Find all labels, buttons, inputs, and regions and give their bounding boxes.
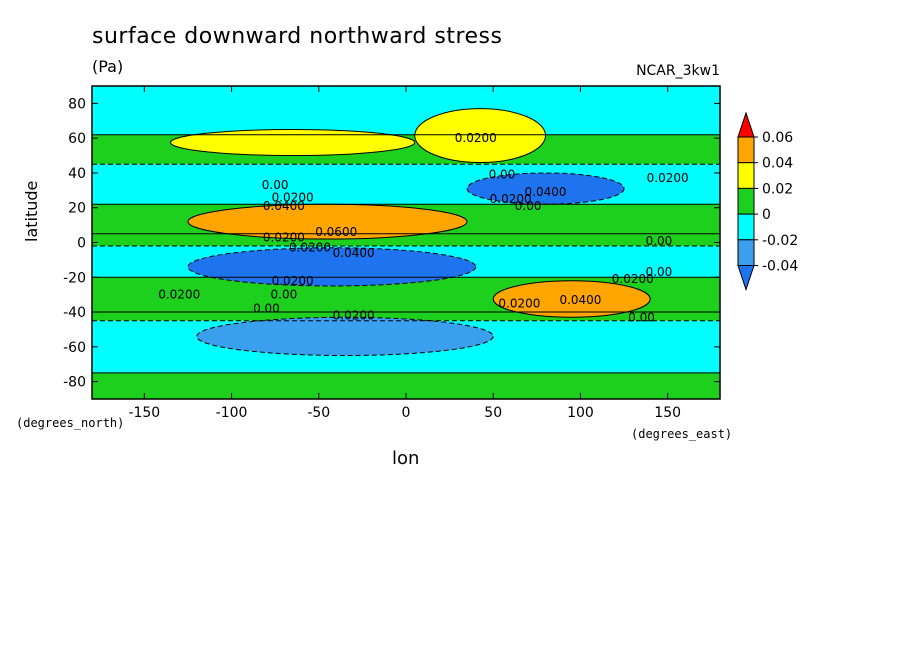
contour-label: 0.0200 xyxy=(455,131,497,145)
y-tick-label: 40 xyxy=(68,166,86,182)
contour-label: 0.0200 xyxy=(289,241,331,255)
plot-frame xyxy=(91,85,721,400)
y-tick-label: -40 xyxy=(63,305,86,321)
contour-label: 0.00 xyxy=(489,168,516,182)
colorbar-segment xyxy=(737,213,755,241)
x-tick-label: -100 xyxy=(216,405,248,421)
colorbar-label: -0.02 xyxy=(762,233,798,249)
contour-label: 0.0200 xyxy=(490,192,532,206)
contour-label: 0.0200 xyxy=(263,230,305,244)
minimum-region xyxy=(196,316,494,357)
colorbar-label: 0.04 xyxy=(762,156,793,172)
x-tick-label: -50 xyxy=(307,405,330,421)
contour-label: 0.00 xyxy=(646,234,673,248)
contour-label: 0.0400 xyxy=(525,185,567,199)
chart-units: (Pa) xyxy=(92,57,124,76)
contour-label: 0.00 xyxy=(628,310,655,324)
contour-label: 0.0200 xyxy=(333,309,375,323)
maximum-region xyxy=(414,108,547,164)
x-tick-label: 50 xyxy=(484,405,502,421)
contour-label: 0.0200 xyxy=(612,272,654,286)
contour-label: 0.00 xyxy=(515,199,542,213)
colorbar-arrow-top xyxy=(737,111,755,138)
y-tick-label: -20 xyxy=(63,270,86,286)
x-axis-label: lon xyxy=(392,448,420,469)
model-name: NCAR_3kw1 xyxy=(636,63,720,79)
contour-label: 0.00 xyxy=(271,288,298,302)
x-tick-label: -150 xyxy=(128,405,160,421)
minimum-region xyxy=(187,247,477,287)
y-tick-label: -60 xyxy=(63,340,86,356)
colorbar-segment xyxy=(737,162,755,189)
contour-label: 0.00 xyxy=(253,302,280,316)
contour-label: 0.0400 xyxy=(559,293,601,307)
maximum-region xyxy=(170,128,416,157)
x-axis-unit: (degrees_east) xyxy=(631,427,733,441)
contour-label: 0.0200 xyxy=(158,288,200,302)
contour-label: 0.0400 xyxy=(263,199,305,213)
axis-ticks: -150 -100 -50 0 50 100 150 -80 -60 -40 -20 0 20 40 60 8… xyxy=(63,86,720,421)
chart-title: surface downward northward stress xyxy=(92,24,503,49)
x-tick-label: 0 xyxy=(402,405,411,421)
x-tick-label: 100 xyxy=(567,405,594,421)
lat-band xyxy=(92,86,720,135)
contour-label: 0.0200 xyxy=(647,171,689,185)
y-tick-label: 0 xyxy=(77,236,86,252)
colorbar-segment xyxy=(737,187,755,215)
y-tick-label: -80 xyxy=(63,375,86,391)
y-tick-label: 20 xyxy=(68,201,86,217)
contour-label: 0.0200 xyxy=(272,274,314,288)
x-tick-label: 150 xyxy=(654,405,681,421)
contour-label: 0.0200 xyxy=(498,296,540,310)
contour-labels: 0.02000.02000.000.04000.02000.000.000.02… xyxy=(158,131,688,324)
contour-fields xyxy=(92,86,720,399)
maximum-region xyxy=(492,280,651,318)
contour-label: 0.0400 xyxy=(333,246,375,260)
y-tick-label: 80 xyxy=(68,96,86,112)
colorbar-label: 0.02 xyxy=(762,181,793,197)
colorbar-segment xyxy=(737,239,755,267)
lat-band xyxy=(92,312,720,321)
colorbar-segment xyxy=(737,136,755,164)
colorbar: 0.06 0.04 0.02 0 -0.02 -0.04 xyxy=(737,111,798,292)
lat-band xyxy=(92,164,720,205)
contour-label: 0.00 xyxy=(646,265,673,279)
colorbar-arrow-bottom xyxy=(737,265,755,292)
contour-label: 0.00 xyxy=(262,178,289,192)
y-axis-unit: (degrees_north) xyxy=(16,416,125,430)
y-tick-label: 60 xyxy=(68,131,86,147)
contour-label: 0.0600 xyxy=(315,225,357,239)
colorbar-label: 0.06 xyxy=(762,130,793,146)
colorbar-label: -0.04 xyxy=(762,259,798,275)
colorbar-label: 0 xyxy=(762,207,771,223)
contour-label: 0.0200 xyxy=(272,190,314,204)
lat-band xyxy=(92,233,720,246)
